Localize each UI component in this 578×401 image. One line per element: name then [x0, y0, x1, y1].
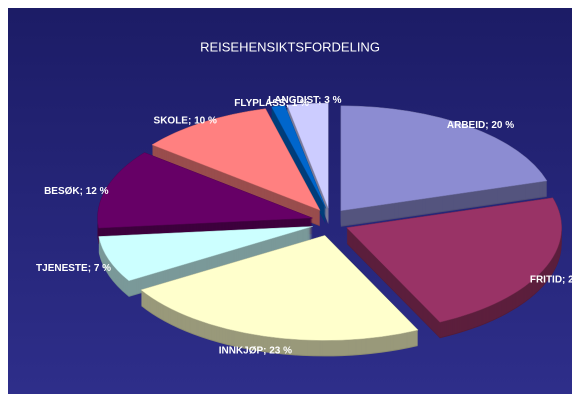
- data-label: BESØK; 12 %: [44, 186, 109, 197]
- slice: [140, 235, 419, 357]
- slice-top: [98, 226, 313, 282]
- data-label: INNKJØP; 23 %: [219, 345, 292, 356]
- data-label: ARBEID; 20 %: [447, 120, 514, 131]
- slice: [151, 108, 321, 227]
- slice: [346, 197, 562, 339]
- slice-top: [140, 235, 419, 341]
- slice-top: [271, 105, 327, 209]
- data-label: SKOLE; 10 %: [154, 115, 217, 126]
- data-label: TJENESTE; 7 %: [36, 263, 111, 274]
- data-label: FLYPLASS; 1 %: [234, 98, 309, 109]
- data-label: LANGDIST; 3 %: [268, 95, 341, 106]
- slice: [98, 226, 313, 297]
- slice: [340, 105, 548, 227]
- slice-top: [340, 105, 548, 212]
- chart-title: REISEHENSIKTSFORDELING: [200, 39, 380, 54]
- slice-top: [97, 152, 313, 229]
- slice-top: [346, 197, 562, 323]
- slice: [97, 152, 313, 245]
- slice-top: [151, 108, 321, 211]
- data-label: FRITID; 22 %: [530, 274, 578, 285]
- slice-top: [286, 102, 329, 209]
